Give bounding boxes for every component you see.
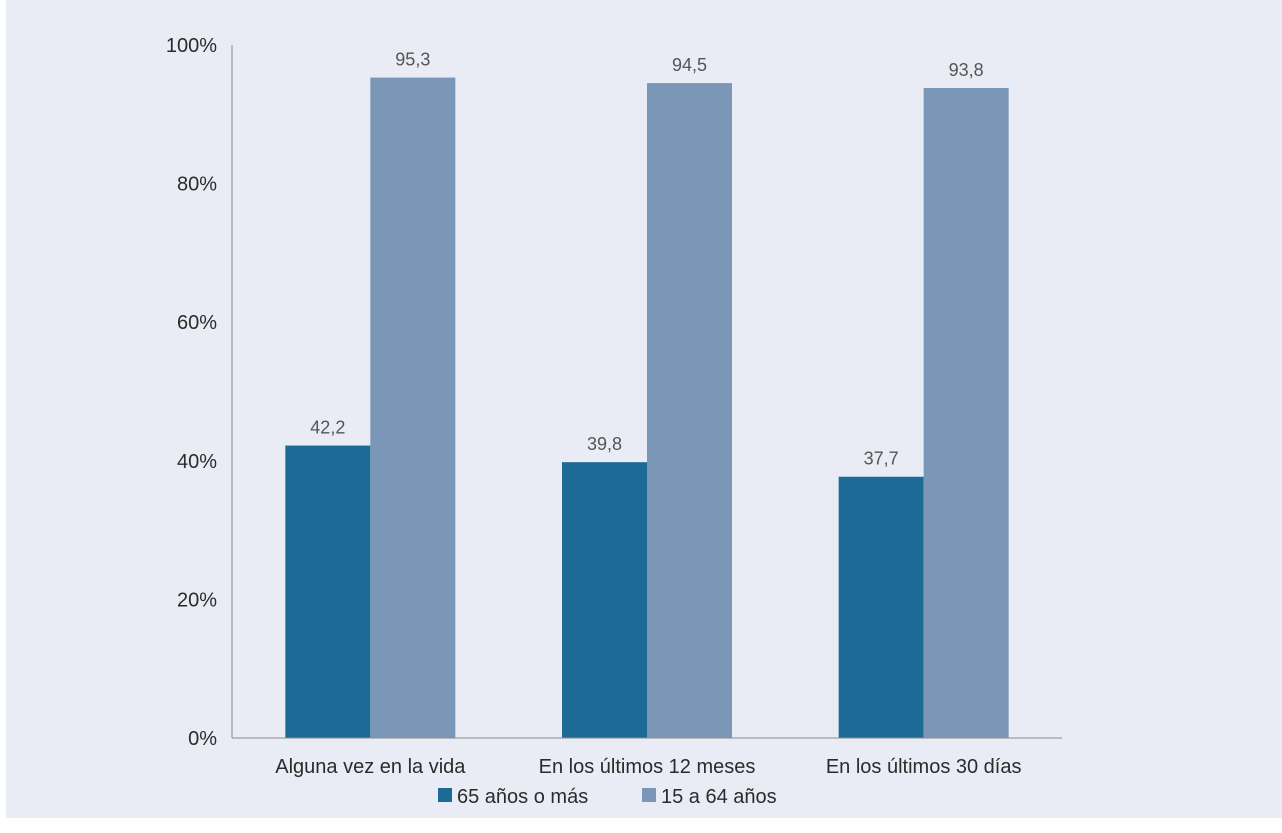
bar-series-1 [285,445,371,738]
legend-label: 65 años o más [457,786,588,808]
bar-series-2 [647,83,732,739]
bar-series-1 [838,476,924,738]
bar-value-label: 95,3 [395,50,430,70]
y-tick-label: 60% [177,312,217,334]
x-tick-label: Alguna vez en la vida [275,756,466,778]
x-tick-label: En los últimos 12 meses [539,756,756,778]
bar-value-label: 42,2 [310,418,345,438]
legend-swatch [642,788,656,802]
bar-series-1 [562,462,647,738]
x-tick-label: En los últimos 30 días [826,756,1022,778]
y-tick-label: 100% [166,35,217,57]
bar-value-label: 93,8 [949,60,984,80]
legend-label: 15 a 64 años [661,786,777,808]
y-tick-label: 80% [177,174,217,196]
bar-series-2 [370,77,456,739]
bar-value-label: 94,5 [672,55,707,75]
bar-value-label: 39,8 [587,434,622,454]
x-axis-labels: Alguna vez en la vida En los últimos 12 m… [275,756,1021,778]
y-tick-label: 20% [177,589,217,611]
data-labels: 42,2 95,3 39,8 94,5 37,7 93,8 [310,50,983,469]
bar-series-2 [923,87,1009,738]
legend-swatch [438,788,452,802]
bars [285,77,1009,739]
bar-value-label: 37,7 [864,449,899,469]
legend: 65 años o más 15 a 64 años [438,786,777,808]
y-axis-ticks: 0% 20% 40% 60% 80% 100% [166,35,217,750]
y-tick-label: 0% [188,728,217,750]
y-tick-label: 40% [177,451,217,473]
